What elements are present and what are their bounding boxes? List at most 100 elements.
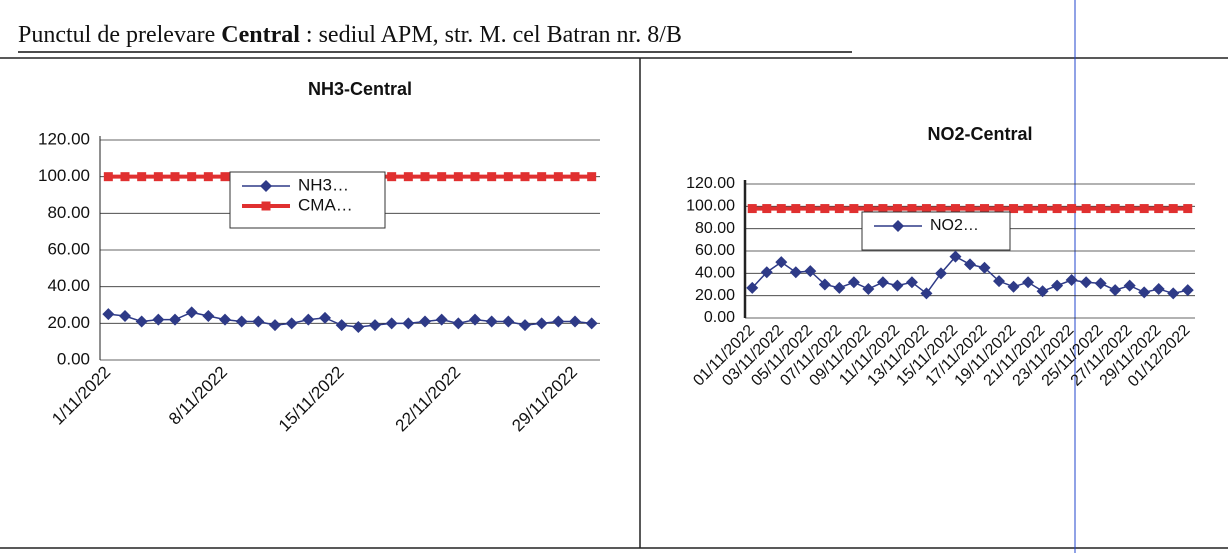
marker: [907, 204, 917, 214]
marker: [820, 204, 830, 214]
marker: [1081, 204, 1091, 214]
marker: [862, 282, 875, 295]
marker: [469, 313, 481, 326]
marker: [747, 204, 757, 214]
marker: [219, 313, 231, 326]
marker: [485, 315, 498, 328]
marker: [169, 313, 181, 326]
marker: [402, 317, 415, 330]
marker: [1138, 286, 1151, 299]
marker: [519, 319, 531, 332]
marker: [892, 204, 902, 214]
chart-title: NH3-Central: [308, 79, 412, 99]
marker: [119, 310, 131, 322]
marker: [1154, 204, 1164, 214]
marker: [202, 310, 215, 322]
marker: [570, 172, 580, 182]
y-tick-label: 40.00: [695, 265, 735, 282]
marker: [905, 276, 918, 289]
marker: [878, 204, 888, 214]
legend-marker: [260, 180, 272, 192]
marker: [964, 258, 976, 271]
marker: [746, 281, 759, 294]
marker: [137, 172, 147, 182]
marker: [352, 321, 365, 333]
y-tick-label: 100.00: [686, 198, 735, 215]
marker: [847, 276, 860, 289]
marker: [950, 204, 960, 214]
marker: [1181, 284, 1194, 297]
marker: [1152, 282, 1165, 295]
marker: [285, 317, 298, 330]
marker: [1094, 277, 1107, 290]
marker: [120, 172, 130, 182]
marker: [936, 204, 946, 214]
marker: [153, 172, 163, 182]
marker: [1183, 204, 1193, 214]
marker: [453, 172, 463, 182]
marker: [1109, 284, 1122, 297]
marker: [335, 319, 348, 332]
legend-marker: [261, 201, 271, 211]
marker: [252, 315, 265, 328]
chart-title: NO2-Central: [927, 124, 1032, 144]
marker: [487, 172, 497, 182]
header-part: : sediul APM, str. M. cel Batran nr. 8/B: [300, 22, 682, 48]
marker: [1123, 279, 1136, 292]
marker: [949, 250, 962, 263]
marker: [805, 204, 815, 214]
marker: [789, 266, 802, 279]
y-tick-label: 60.00: [47, 239, 90, 258]
marker: [185, 306, 198, 319]
marker: [1051, 279, 1064, 292]
legend-label: NH3…: [298, 175, 349, 194]
marker: [849, 204, 859, 214]
marker: [435, 313, 448, 326]
marker: [552, 315, 565, 328]
marker: [503, 172, 513, 182]
marker: [187, 172, 197, 182]
marker: [1139, 204, 1149, 214]
marker: [470, 172, 480, 182]
marker: [978, 261, 991, 274]
marker: [135, 315, 148, 328]
legend-box: [229, 171, 386, 229]
marker: [762, 204, 772, 214]
marker: [537, 172, 547, 182]
marker: [419, 315, 431, 328]
legend-box: [861, 211, 1011, 251]
marker: [891, 279, 904, 292]
marker: [1007, 280, 1020, 293]
y-tick-label: 120.00: [686, 175, 735, 192]
marker: [269, 319, 281, 332]
y-tick-label: 20.00: [695, 287, 735, 304]
marker: [203, 172, 213, 182]
marker: [385, 317, 398, 330]
header-part: Punctul de prelevare: [18, 22, 221, 48]
marker: [1168, 204, 1178, 214]
legend-label: NO2…: [930, 217, 979, 234]
marker: [152, 313, 165, 326]
marker: [302, 313, 315, 326]
marker: [452, 317, 465, 330]
marker: [553, 172, 563, 182]
y-tick-label: 80.00: [695, 220, 735, 237]
marker: [437, 172, 447, 182]
marker: [834, 204, 844, 214]
marker: [760, 266, 773, 279]
marker: [993, 275, 1006, 288]
marker: [170, 172, 180, 182]
marker: [1096, 204, 1106, 214]
marker: [220, 172, 230, 182]
marker: [520, 172, 530, 182]
marker: [1022, 276, 1035, 289]
marker: [235, 315, 248, 328]
marker: [876, 276, 889, 289]
marker: [535, 317, 548, 330]
marker: [585, 317, 598, 330]
y-tick-label: 100.00: [38, 166, 90, 185]
marker: [1125, 204, 1135, 214]
marker: [934, 267, 947, 280]
